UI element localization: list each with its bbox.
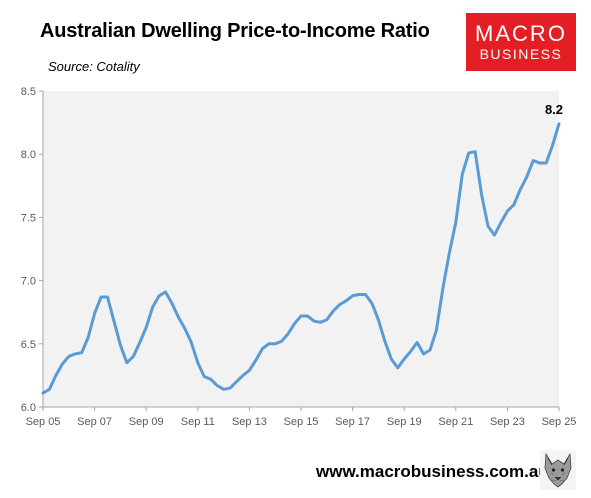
chart-source: Source: Cotality: [48, 59, 140, 74]
x-tick-label: Sep 13: [232, 416, 267, 428]
x-tick-label: Sep 25: [542, 416, 577, 428]
y-tick-label: 8.0: [21, 149, 36, 161]
x-tick-label: Sep 21: [438, 416, 473, 428]
x-tick-label: Sep 11: [181, 416, 215, 428]
x-tick-label: Sep 09: [129, 416, 164, 428]
plot-area: [43, 91, 559, 407]
x-tick-label: Sep 05: [26, 416, 61, 428]
chart-title: Australian Dwelling Price-to-Income Rati…: [40, 20, 430, 42]
footer-url: www.macrobusiness.com.au: [316, 462, 549, 481]
y-tick-label: 7.5: [21, 212, 36, 224]
macrobusiness-logo: MACRO BUSINESS: [466, 13, 576, 71]
x-tick-label: Sep 19: [387, 416, 422, 428]
y-tick-label: 6.5: [21, 339, 36, 351]
wolf-mascot-icon: [540, 450, 576, 490]
x-tick-label: Sep 07: [77, 416, 112, 428]
y-tick-label: 7.0: [21, 276, 36, 288]
logo-line-1: MACRO: [475, 21, 567, 46]
last-value-label: 8.2: [545, 102, 563, 117]
x-tick-label: Sep 15: [284, 416, 319, 428]
y-tick-label: 8.5: [21, 86, 36, 98]
x-tick-label: Sep 17: [335, 416, 370, 428]
y-tick-label: 6.0: [21, 402, 36, 414]
series-line: [41, 122, 561, 395]
logo-line-2: BUSINESS: [479, 46, 563, 62]
x-tick-label: Sep 23: [490, 416, 525, 428]
line-chart: 6.0 6.5 7.0 7.5 8.0 8.5 Sep 05 Sep 07 Sep 09 Sep …: [21, 86, 577, 428]
